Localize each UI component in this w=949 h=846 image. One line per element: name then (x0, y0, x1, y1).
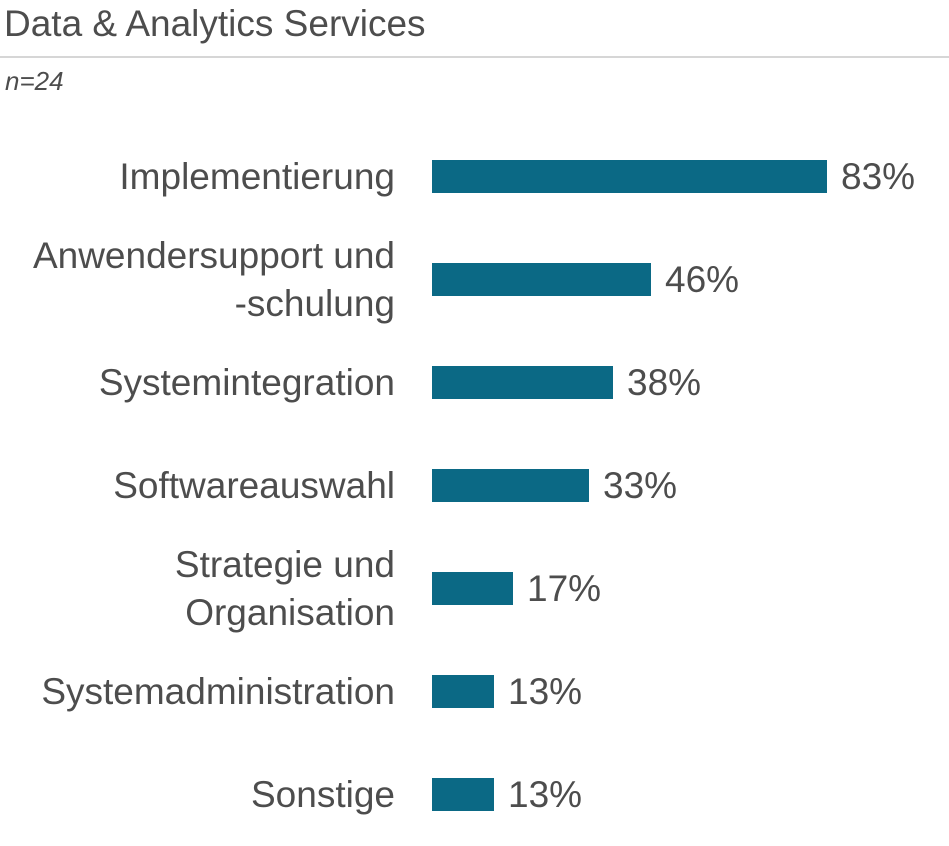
value-label: 13% (508, 773, 583, 815)
bar-row: Softwareauswahl 33% (0, 434, 949, 537)
category-label: Strategie und Organisation (174, 543, 395, 633)
value-label: 46% (665, 258, 740, 300)
sample-size-note: n=24 (5, 66, 64, 96)
bar-area: 13% (432, 640, 949, 743)
chart-header: Data & Analytics Services (0, 0, 949, 58)
bar-area: 17% (432, 537, 949, 640)
bar (432, 160, 827, 193)
bar-row: Sonstige 13% (0, 743, 949, 846)
category-label: Anwendersupport und -schulung (32, 234, 395, 324)
value-label: 33% (603, 464, 678, 506)
bar-row: Systemintegration 38% (0, 331, 949, 434)
bar-area: 13% (432, 743, 949, 846)
bar (432, 263, 651, 296)
bar (432, 675, 494, 708)
bar (432, 778, 494, 811)
bar-row: Systemadministration 13% (0, 640, 949, 743)
value-label: 38% (627, 361, 702, 403)
bar-area: 46% (432, 228, 949, 331)
category-label: Sonstige (251, 773, 395, 815)
category-label: Implementierung (119, 155, 395, 197)
bar-area: 33% (432, 434, 949, 537)
bar-chart: Implementierung 83% Anwendersupport und -s… (0, 125, 949, 846)
bar (432, 572, 513, 605)
value-label: 13% (508, 670, 583, 712)
value-label: 17% (527, 567, 602, 609)
bar-row: Implementierung 83% (0, 125, 949, 228)
category-label: Systemadministration (41, 670, 395, 712)
bar-area: 83% (432, 125, 949, 228)
bar-row: Strategie und Organisation 17% (0, 537, 949, 640)
page-title: Data & Analytics Services (4, 3, 426, 44)
bar-area: 38% (432, 331, 949, 434)
value-label: 83% (841, 155, 916, 197)
category-label: Softwareauswahl (113, 464, 395, 506)
category-label: Systemintegration (98, 361, 395, 403)
bar-row: Anwendersupport und -schulung 46% (0, 228, 949, 331)
bar (432, 366, 613, 399)
bar (432, 469, 589, 502)
